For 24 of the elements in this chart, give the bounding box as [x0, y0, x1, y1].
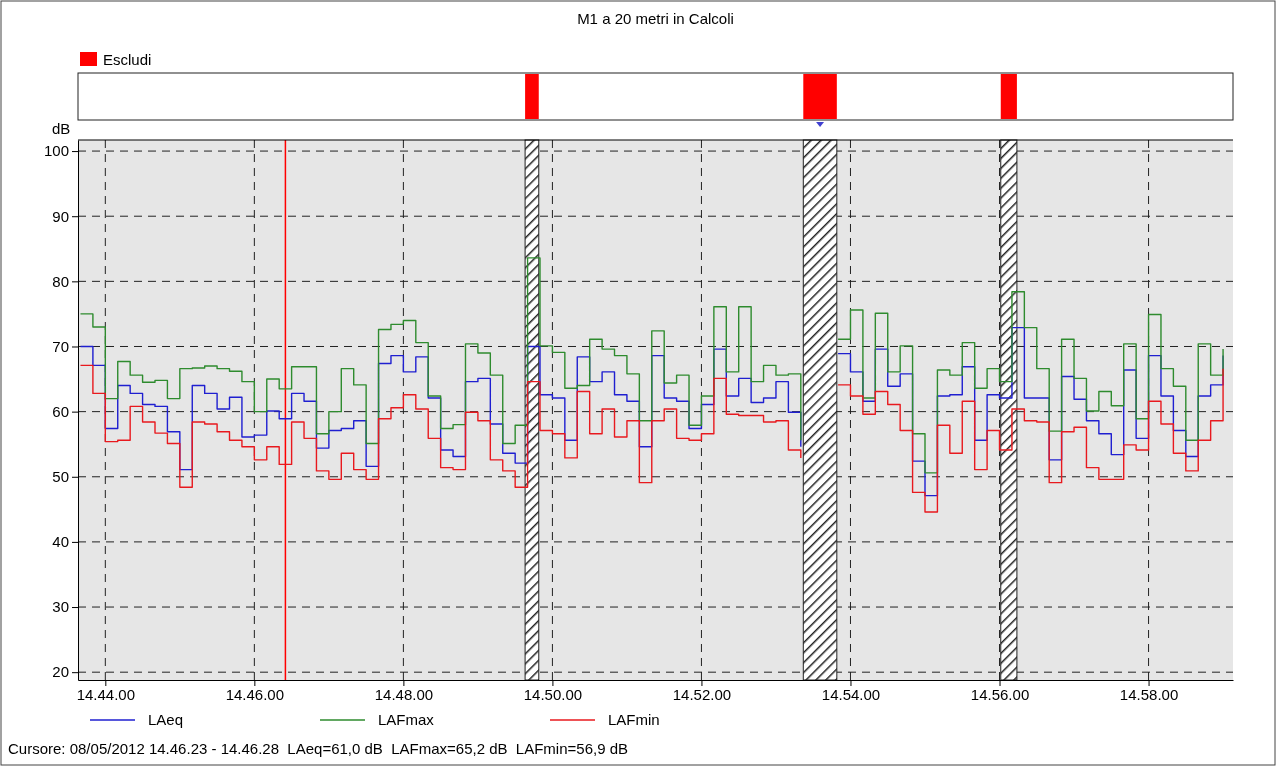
y-tick-label: 100 — [43, 142, 69, 160]
legend-label: LAFmax — [378, 711, 435, 728]
x-tick-label: 14.46.00 — [225, 685, 285, 703]
x-tick-label: 14.56.00 — [970, 685, 1030, 703]
x-tick-label: 14.54.00 — [821, 685, 881, 703]
y-tick-label: 80 — [52, 272, 69, 290]
y-tick-label: 20 — [52, 663, 69, 681]
y-tick-label: 60 — [52, 402, 69, 420]
text: Cursore: 08/05/2012 14.46.23 - 14.46.28 LAeq=61,0 dB LAFmax=65,2 dB LAFmin=56,9 dB — [8, 740, 629, 757]
legend-label: LAeq — [148, 711, 184, 728]
text: Escludi — [103, 51, 152, 68]
y-tick-label: 70 — [52, 337, 69, 355]
x-tick-label: 14.52.00 — [672, 685, 732, 703]
x-tick-label: 14.50.00 — [523, 685, 583, 703]
y-tick-label: 40 — [52, 533, 69, 551]
chart-title: M1 a 20 metri in Calcoli — [577, 10, 734, 27]
x-tick-label: 14.58.00 — [1119, 685, 1179, 703]
y-tick-label: 50 — [52, 468, 69, 486]
x-tick-label: 14.48.00 — [374, 685, 434, 703]
y-tick-label: 90 — [52, 207, 69, 225]
x-tick-label: 14.44.00 — [76, 685, 136, 703]
legend-label: LAFmin — [608, 711, 660, 728]
y-tick-label: 30 — [52, 598, 69, 616]
y-axis-title: dB — [52, 120, 71, 137]
